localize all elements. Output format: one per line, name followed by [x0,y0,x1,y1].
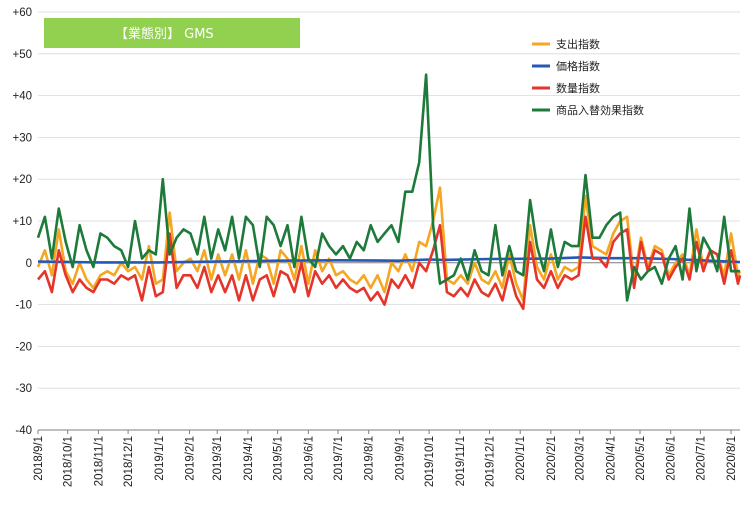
y-tick-label: -30 [15,383,32,395]
y-axis: +60 +50 +40 +30 +20 +10 0 -10 -20 -30 -40 [12,7,32,437]
x-tick-label: 2020/3/1 [575,436,587,481]
x-tick-label: 2019/4/1 [243,436,255,481]
x-tick-label: 2019/3/1 [212,436,224,481]
x-tick-label: 2019/2/1 [184,436,196,481]
x-tick-label: 2018/11/1 [93,436,105,486]
series-line-1 [36,186,742,302]
x-tick-label: 2020/8/1 [726,436,738,481]
x-tick-label: 2019/1/1 [154,436,166,481]
x-tick-label: 2018/9/1 [33,436,45,481]
x-tick-label: 2020/7/1 [695,436,707,481]
chart-title-box: 【業態別】 GMS [44,18,300,48]
chart-title-background [44,18,300,48]
y-tick-label: +30 [12,132,32,144]
x-tick-label: 2019/5/1 [273,436,285,481]
y-tick-label: +50 [12,49,32,61]
x-tick-label: 2019/9/1 [394,436,406,481]
y-tick-label: 0 [26,258,32,270]
x-tick-label: 2020/6/1 [666,436,678,481]
x-tick-label: 2019/8/1 [364,436,376,481]
x-tick-label: 2019/11/1 [455,436,467,486]
legend-label: 価格指数 [556,59,600,73]
x-axis: 2018/9/1 2018/10/1 2018/11/1 2018/12/1 2019/… [33,429,740,487]
x-tick-label: 2020/2/1 [546,436,558,481]
y-tick-label: +20 [12,174,32,186]
series-line-4 [36,73,740,302]
x-tick-label: 2018/12/1 [123,436,135,487]
x-tick-label: 2020/1/1 [515,436,527,481]
y-tick-label: -10 [15,300,32,312]
y-tick-label: -20 [15,341,32,353]
x-tick-label: 2020/5/1 [635,436,647,481]
legend-label: 商品入替効果指数 [556,103,644,117]
series-line-3 [37,215,742,311]
x-tick-label: 2019/12/1 [484,436,496,487]
y-tick-label: +40 [12,91,32,103]
legend-label: 数量指数 [556,81,600,95]
x-tick-label: 2019/7/1 [333,436,345,481]
y-tick-label: +60 [12,7,32,19]
chart-title: 【業態別】 GMS [115,26,214,42]
x-tick-label: 2018/10/1 [63,436,75,487]
y-tick-label: +10 [12,216,32,228]
grid [38,11,740,431]
legend-label: 支出指数 [556,37,600,51]
y-tick-label: -40 [15,425,32,437]
x-tick-label: 2020/4/1 [605,436,617,481]
x-tick-label: 2019/10/1 [424,436,436,487]
x-tick-label: 2019/6/1 [303,436,315,481]
series-group [36,73,742,311]
